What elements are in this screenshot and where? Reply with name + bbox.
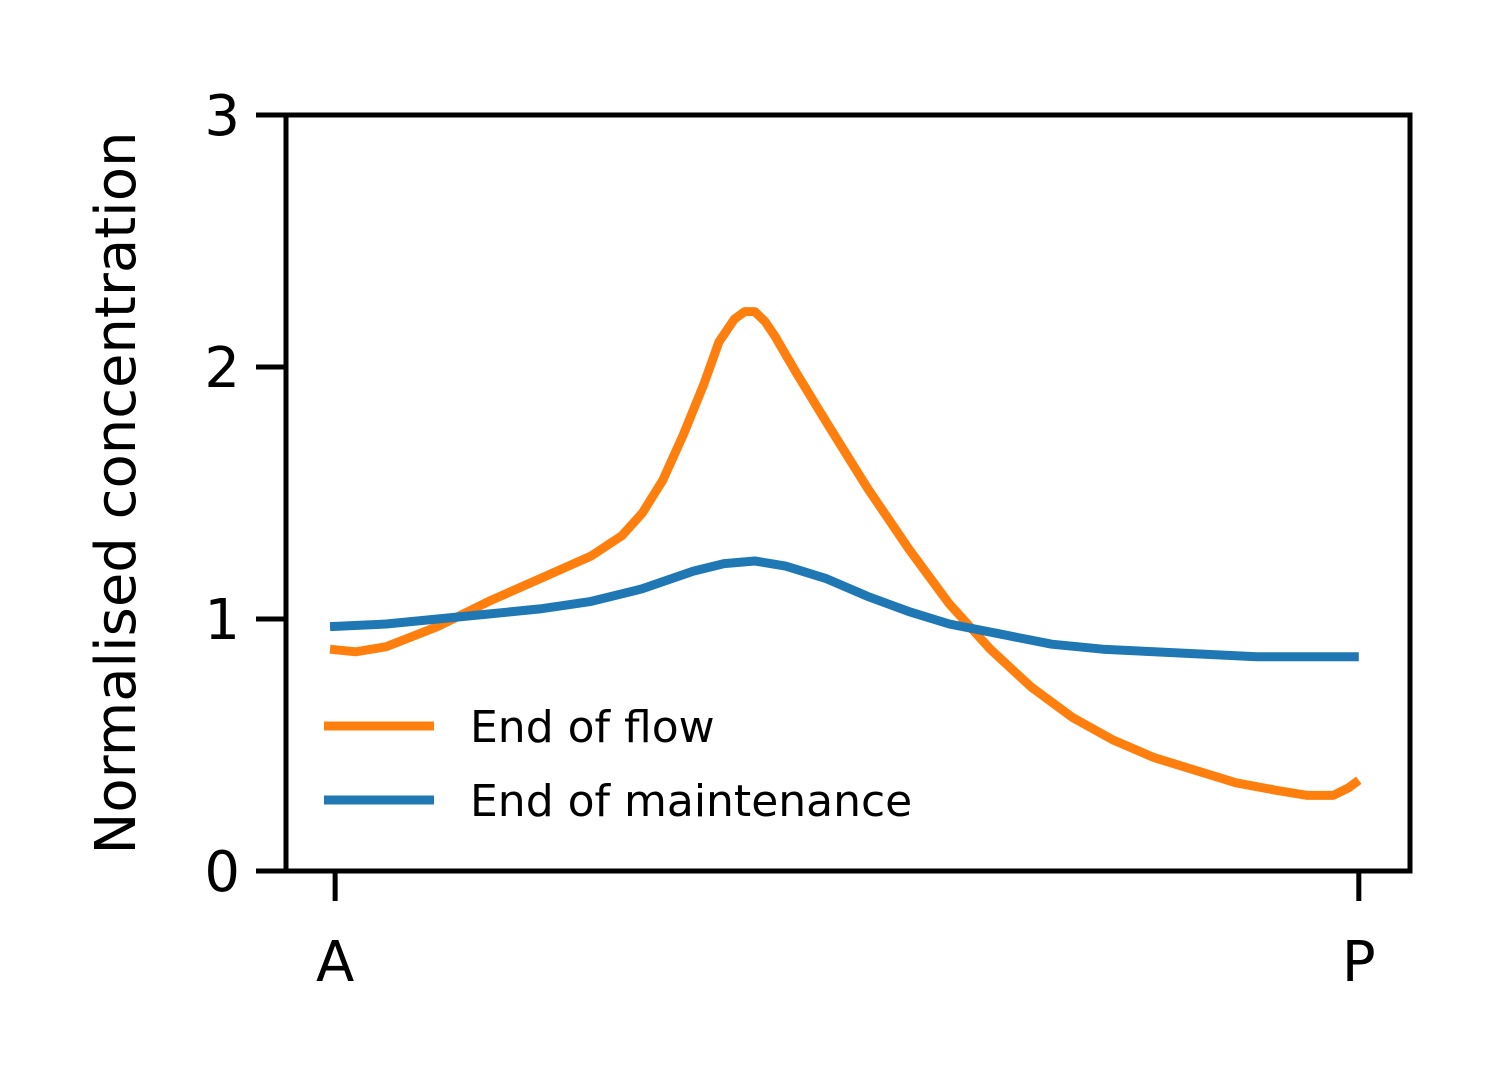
y-axis-label: Normalised concentration: [84, 132, 149, 855]
plot-frame: [283, 112, 1413, 874]
series-line-1: [329, 307, 1362, 800]
y-tick-label: 2: [204, 336, 240, 401]
y-tick-label: 3: [204, 84, 240, 149]
axis-ticks: 0 1 2 3 A P: [204, 84, 1375, 995]
series-layer: [329, 307, 1362, 800]
legend-label-2: End of maintenance: [470, 776, 912, 827]
series-line-2: [329, 556, 1359, 662]
y-tick-label: 0: [204, 840, 240, 905]
legend: End of flow End of maintenance: [324, 702, 912, 827]
x-tick-label: A: [316, 930, 354, 995]
x-tick-label: P: [1342, 930, 1376, 995]
legend-label-1: End of flow: [470, 702, 715, 753]
y-tick-label: 1: [204, 588, 240, 653]
